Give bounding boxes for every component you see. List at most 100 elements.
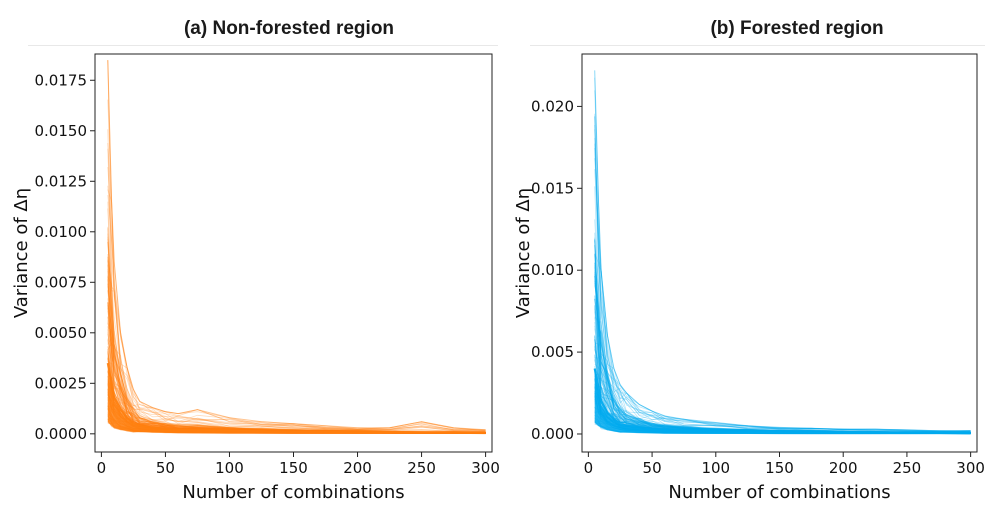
ensemble-line: [107, 327, 486, 433]
y-tick-label: 0.005: [531, 343, 574, 361]
panel-a-title: (a) Non-forested region: [183, 18, 395, 39]
ensemble-line: [107, 276, 486, 433]
ensemble-line: [107, 226, 486, 433]
ensemble-line: [107, 236, 486, 433]
x-tick-label: 250: [893, 459, 922, 477]
ensemble-line: [107, 256, 486, 433]
x-tick-label: 200: [829, 459, 858, 477]
ensemble-line: [107, 129, 486, 431]
x-tick-label: 250: [407, 459, 436, 477]
ensemble-line: [107, 326, 486, 434]
ensemble-line: [107, 142, 486, 432]
ensemble-line: [594, 275, 971, 434]
ensemble-line: [594, 308, 971, 433]
x-axis-label: Number of combinations: [182, 482, 404, 503]
ensemble-line: [107, 268, 486, 433]
ensemble-line: [594, 295, 971, 433]
series-line-max-envelope: [107, 60, 486, 431]
ensemble-line: [594, 305, 971, 434]
ensemble-line: [107, 270, 486, 433]
ensemble-line: [594, 279, 971, 434]
series-line-median: [106, 362, 486, 434]
ensemble-line: [594, 280, 971, 433]
ensemble-line: [594, 265, 971, 434]
ensemble-line: [594, 270, 971, 433]
ensemble-line: [107, 276, 486, 434]
ensemble-line: [594, 305, 971, 434]
ensemble-line: [594, 239, 971, 433]
series-line-typical-upper: [594, 253, 971, 433]
ensemble-line: [594, 169, 971, 432]
x-tick-label: 150: [765, 459, 794, 477]
ensemble-line: [594, 239, 971, 433]
ensemble-line: [107, 358, 486, 434]
ensemble-line: [594, 348, 971, 434]
ensemble-line: [107, 316, 486, 434]
ensemble-line: [594, 325, 971, 434]
ensemble-line: [107, 279, 486, 433]
ensemble-line: [594, 143, 971, 433]
y-tick-label: 0.0175: [35, 71, 88, 89]
ensemble-line: [107, 253, 486, 433]
ensemble-line: [594, 275, 971, 433]
ensemble-line: [107, 275, 486, 433]
ensemble-line: [107, 357, 486, 434]
ensemble-line: [107, 233, 486, 433]
ensemble-line: [107, 298, 486, 434]
ensemble-line: [107, 310, 486, 433]
ensemble-line: [107, 265, 486, 433]
panel-a-title-rule: [28, 45, 498, 46]
ensemble-lines: [593, 70, 971, 435]
y-tick-label: 0.0150: [35, 122, 88, 140]
ensemble-line: [107, 201, 486, 432]
ensemble-line: [107, 99, 486, 431]
ensemble-line: [594, 232, 971, 433]
ensemble-line: [594, 129, 971, 432]
ensemble-line: [107, 278, 486, 433]
ensemble-line: [594, 273, 971, 434]
ensemble-line: [594, 245, 971, 433]
ensemble-line: [594, 137, 971, 432]
ensemble-line: [594, 115, 971, 433]
axes-frame: [94, 53, 493, 453]
y-tick-label: 0.0025: [35, 374, 88, 392]
x-tick-label: 50: [643, 459, 662, 477]
y-tick-label: 0.0000: [35, 425, 88, 443]
ensemble-line: [107, 166, 486, 432]
x-tick-label: 0: [97, 459, 107, 477]
ensemble-line: [594, 358, 971, 434]
ensemble-line: [107, 238, 486, 434]
ensemble-line: [594, 253, 971, 433]
ensemble-line: [107, 329, 486, 434]
ensemble-lines: [106, 60, 486, 435]
ensemble-line: [107, 264, 486, 433]
ensemble-line: [594, 219, 971, 433]
panel-b-title-rule: [530, 45, 985, 46]
ensemble-line: [594, 346, 971, 434]
x-axis-label: Number of combinations: [668, 482, 890, 503]
ensemble-line: [594, 113, 971, 433]
ensemble-line: [107, 260, 486, 433]
ensemble-line: [594, 357, 971, 434]
x-tick-label: 0: [584, 459, 594, 477]
panel-a-plot: 0 50 100 150 200 250 300 0.0000 0.0025 0.0050 0.00…: [11, 53, 500, 503]
ensemble-line: [594, 147, 971, 432]
y-tick-label: 0.015: [531, 179, 574, 197]
y-tick-label: 0.000: [531, 425, 574, 443]
ensemble-line: [594, 237, 971, 434]
x-tick-label: 100: [215, 459, 244, 477]
ensemble-line: [107, 360, 486, 434]
panel-b-title: (b) Forested region: [710, 18, 884, 39]
ensemble-line: [107, 260, 486, 433]
ensemble-line: [594, 240, 971, 434]
ensemble-line: [594, 272, 971, 433]
ensemble-line: [594, 158, 971, 433]
ensemble-line: [107, 189, 486, 431]
ensemble-line: [107, 259, 486, 433]
ensemble-line: [594, 335, 971, 434]
y-axis-label: Variance of Δη: [11, 188, 32, 318]
y-tick-label: 0.0125: [35, 172, 88, 190]
y-tick-label: 0.010: [531, 261, 574, 279]
ensemble-line: [107, 228, 486, 433]
